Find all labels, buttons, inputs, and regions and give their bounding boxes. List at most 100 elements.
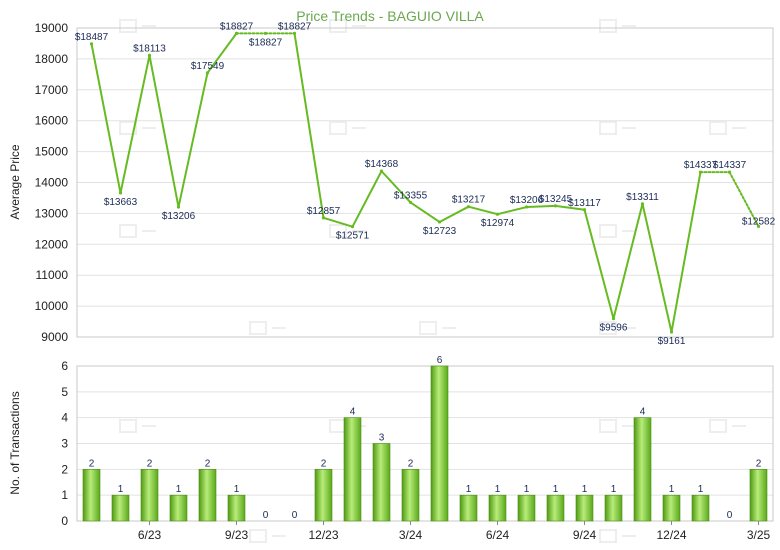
price-y-axis: 9000 10000 11000 12000 13000 14000 15000 16000 1…	[35, 21, 69, 344]
watermark-mark	[119, 19, 156, 33]
transaction-count-label: 1	[698, 484, 704, 495]
watermark-dash	[142, 127, 156, 129]
price-data-label: $18827	[220, 21, 254, 32]
price-point	[582, 208, 587, 212]
x-tick-label: 9/24	[573, 528, 597, 542]
transaction-count-label: 0	[727, 510, 733, 521]
price-point	[118, 191, 123, 195]
watermark-glyph	[329, 121, 347, 135]
price-point	[263, 31, 268, 35]
watermark-dash	[622, 535, 636, 537]
transaction-count-label: 1	[176, 484, 182, 495]
price-data-label: $13245	[539, 194, 573, 205]
price-data-label: $13206	[162, 211, 196, 222]
price-point	[640, 202, 645, 206]
watermark-mark	[599, 121, 636, 135]
x-tick-label: 9/23	[225, 528, 249, 542]
watermark-glyph	[599, 224, 617, 238]
watermark-glyph	[119, 224, 137, 238]
price-data-label: $14337	[684, 160, 718, 171]
price-point	[89, 42, 94, 46]
transactions-data-labels: 2 1 2 1 2 1 0 0 2 4 3 2 6 1 1 1 1 1 1 4 1 1 0 2	[89, 355, 762, 521]
price-data-label: $12857	[307, 206, 341, 217]
watermark-glyph	[329, 224, 347, 238]
watermark-glyph	[599, 121, 617, 135]
price-point	[727, 170, 732, 174]
transactions-x-axis: 6/23 9/23 12/23 3/24 6/24 9/24 12/24 3/25	[138, 521, 771, 542]
watermark-dash	[272, 327, 286, 329]
price-point	[495, 212, 500, 216]
price-y-tick-label: 19000	[35, 21, 69, 35]
price-line-segment	[293, 32, 325, 219]
transactions-y-tick-label: 2	[61, 462, 68, 476]
price-line-segment	[90, 42, 122, 194]
price-point	[553, 204, 558, 208]
x-tick-label: 6/24	[486, 528, 510, 542]
price-line-segment	[641, 202, 673, 334]
watermark-mark	[709, 121, 746, 135]
transaction-bar	[633, 417, 652, 522]
transactions-y-tick-label: 4	[61, 411, 68, 425]
watermark-glyph	[599, 419, 617, 433]
transaction-count-label: 1	[466, 484, 472, 495]
price-line-segment	[206, 32, 238, 74]
transaction-bar	[198, 469, 217, 522]
x-tick-label: 12/24	[656, 528, 686, 542]
price-point	[524, 205, 529, 209]
price-y-tick-label: 13000	[35, 206, 69, 220]
price-y-tick-label: 11000	[36, 268, 69, 282]
transaction-count-label: 0	[263, 510, 269, 521]
watermark-mark	[599, 529, 636, 543]
price-data-label: $9596	[600, 323, 628, 334]
watermark-glyph	[599, 19, 617, 33]
price-y-tick-label: 15000	[35, 145, 69, 159]
watermark-mark	[329, 224, 366, 238]
price-point	[350, 225, 355, 229]
price-y-axis-label: Average Price	[8, 144, 22, 219]
transaction-bar	[546, 494, 565, 522]
price-series	[89, 31, 761, 334]
price-line-segment	[177, 71, 209, 209]
watermark-dash	[622, 230, 636, 232]
watermark-dash	[352, 230, 366, 232]
x-tick-label: 3/24	[399, 528, 423, 542]
price-point	[292, 31, 297, 35]
price-line-segment	[438, 205, 470, 223]
transactions-y-tick-label: 0	[61, 514, 68, 528]
price-point	[176, 205, 181, 209]
transaction-bar	[459, 494, 478, 522]
price-data-label: $18827	[249, 37, 283, 48]
price-line-segment	[525, 204, 557, 209]
transaction-count-label: 1	[582, 484, 588, 495]
price-y-tick-label: 18000	[35, 52, 69, 66]
price-point	[234, 31, 239, 35]
transactions-y-tick-label: 5	[61, 385, 68, 399]
price-y-tick-label: 14000	[35, 176, 69, 190]
transaction-bar	[430, 365, 449, 522]
transaction-count-label: 2	[408, 458, 414, 469]
watermark-mark	[709, 419, 746, 433]
transaction-count-label: 0	[292, 510, 298, 521]
transaction-count-label: 1	[553, 484, 559, 495]
price-line-segment	[322, 216, 354, 228]
watermark-mark	[419, 321, 456, 335]
transaction-count-label: 2	[205, 458, 211, 469]
transactions-y-tick-label: 6	[61, 359, 68, 373]
watermark-mark	[599, 419, 636, 433]
watermark-mark	[249, 321, 286, 335]
watermark-glyph	[709, 419, 727, 433]
price-data-label: $13206	[510, 195, 544, 206]
watermark-dash	[622, 25, 636, 27]
price-line-segment	[612, 202, 644, 320]
price-point	[466, 205, 471, 209]
watermark-glyph	[119, 419, 137, 433]
watermark-dash	[732, 127, 746, 129]
transactions-y-axis: 0 1 2 3 4 5 6	[61, 359, 68, 528]
price-point	[437, 220, 442, 224]
transaction-bar	[662, 494, 681, 522]
price-point	[147, 53, 152, 58]
transaction-bar	[691, 494, 710, 522]
price-data-label: $12723	[423, 226, 457, 237]
price-y-tick-label: 9000	[41, 330, 68, 344]
price-data-label: $14368	[365, 159, 399, 170]
